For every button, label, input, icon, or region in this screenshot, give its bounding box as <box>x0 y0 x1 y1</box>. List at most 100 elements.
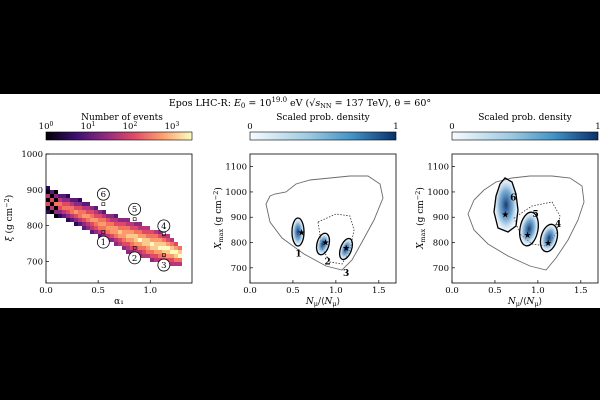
heatmap-cell <box>122 226 126 230</box>
heatmap-cell <box>158 242 162 246</box>
heatmap-cell <box>82 222 86 226</box>
heatmap-cell <box>66 214 70 218</box>
heatmap-cell <box>82 202 86 206</box>
heatmap-cell <box>154 234 158 238</box>
heatmap-cell <box>146 250 150 254</box>
heatmap-cell <box>158 238 162 242</box>
heatmap-cell <box>142 226 146 230</box>
marker-label: 3 <box>161 261 166 271</box>
heatmap-cell <box>62 214 66 218</box>
marker-circle <box>157 219 171 233</box>
heatmap-cell <box>114 234 118 238</box>
heatmap-cell <box>150 238 154 242</box>
heatmap-cell <box>146 246 150 250</box>
heatmap-cell <box>122 246 126 250</box>
heatmap-cell <box>166 254 170 258</box>
heatmap-cell <box>74 202 78 206</box>
heatmap-cell <box>58 214 62 218</box>
heatmap-cell <box>130 246 134 250</box>
heatmap-cell <box>130 238 134 242</box>
y-tick-label: 1000 <box>427 188 449 198</box>
heatmap-cell <box>58 198 62 202</box>
heatmap-cell <box>78 206 82 210</box>
colorbar-tick-label: 0 <box>449 122 454 132</box>
heatmap-cell <box>90 218 94 222</box>
marker-label: 1 <box>101 238 106 248</box>
heatmap-cell <box>102 230 106 234</box>
p2-plot-area <box>249 153 397 284</box>
p2-axes: 0.0 0.5 1.0 1.5 700 800 900 1000 1100 <box>225 163 385 296</box>
p2-outer-contour <box>265 175 384 271</box>
heatmap-cell <box>126 234 130 238</box>
marker-point <box>101 230 106 234</box>
p3-cluster-region-6 <box>493 177 519 233</box>
p1-selection-markers: 1 2 3 4 5 6 <box>96 187 171 272</box>
heatmap-cell <box>86 226 90 230</box>
x-tick-label: 0.5 <box>91 286 105 296</box>
marker-point <box>162 253 166 257</box>
heatmap-cell <box>158 250 162 254</box>
colorbar-tick-label: 1 <box>595 122 600 132</box>
heatmap-cell <box>106 230 110 234</box>
marker-circle <box>96 235 110 249</box>
heatmap-cell <box>58 202 62 206</box>
heatmap-cell <box>174 254 178 258</box>
marker-point <box>132 246 137 250</box>
heatmap-cell <box>118 222 122 226</box>
p1-colorbar-title: Number of events <box>81 113 163 123</box>
p3-cluster-region-5 <box>519 211 539 247</box>
heatmap-cell <box>98 234 102 238</box>
y-tick-label: 1000 <box>225 188 247 198</box>
heatmap-cell <box>170 258 174 262</box>
heatmap-cell <box>146 238 150 242</box>
heatmap-cell <box>142 234 146 238</box>
y-tick-label: 1100 <box>427 163 449 173</box>
heatmap-cell <box>106 214 110 218</box>
heatmap-cell <box>102 222 106 226</box>
heatmap-cell <box>90 230 94 234</box>
colorbar-tick-label: 100 <box>39 121 54 132</box>
heatmap-cell <box>86 206 90 210</box>
p2-dotted-contour <box>317 213 355 265</box>
heatmap-cell <box>46 210 50 214</box>
y-tick-label: 700 <box>27 258 43 268</box>
heatmap-cell <box>94 214 98 218</box>
heatmap-cell <box>146 254 150 258</box>
heatmap-cell <box>46 190 50 194</box>
heatmap-cell <box>46 206 50 210</box>
heatmap-cell <box>110 238 114 242</box>
heatmap-cell <box>82 218 86 222</box>
y-tick-label: 900 <box>27 186 43 196</box>
heatmap-cell <box>82 206 86 210</box>
heatmap-cell <box>154 238 158 242</box>
marker-label: 4 <box>161 222 166 232</box>
heatmap-cell <box>122 234 126 238</box>
heatmap-cell <box>130 250 134 254</box>
heatmap-cell <box>74 218 78 222</box>
p2-contours <box>265 175 384 271</box>
heatmap-cell <box>130 234 134 238</box>
heatmap-cell <box>102 218 106 222</box>
heatmap-cell <box>114 230 118 234</box>
heatmap-cell <box>178 262 182 266</box>
heatmap-cell <box>54 214 58 218</box>
heatmap-cell <box>50 194 54 198</box>
heatmap-cell <box>158 246 162 250</box>
y-tick-label: 800 <box>433 239 449 249</box>
heatmap-cell <box>86 210 90 214</box>
heatmap-cell <box>162 250 166 254</box>
heatmap-cell <box>142 254 146 258</box>
heatmap-cell <box>110 214 114 218</box>
heatmap-cell <box>58 210 62 214</box>
heatmap-cell <box>110 230 114 234</box>
heatmap-cell <box>78 214 82 218</box>
marker-point <box>162 232 166 236</box>
heatmap-cell <box>118 238 122 242</box>
figure-suptitle: Epos LHC-R: E0 = 1019.0 eV (√sNN = 137 T… <box>169 96 431 110</box>
heatmap-cell <box>166 242 170 246</box>
x-tick-label: 0.0 <box>39 286 53 296</box>
heatmap-cell <box>70 202 74 206</box>
heatmap-cell <box>126 246 130 250</box>
heatmap-cell <box>134 226 138 230</box>
